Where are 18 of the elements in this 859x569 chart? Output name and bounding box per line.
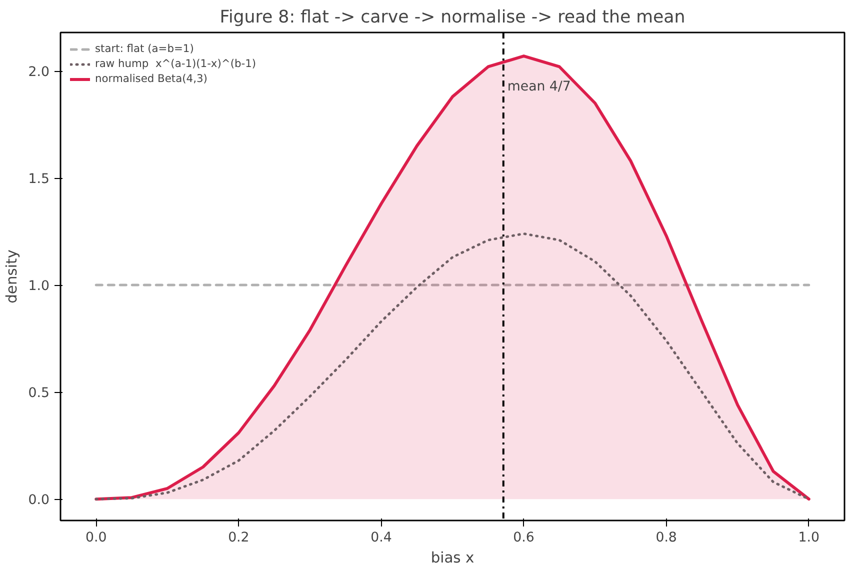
x-axis-title: bias x [430, 550, 474, 566]
legend-label: normalised Beta(4,3) [95, 72, 208, 85]
x-tick-label: 0.6 [513, 530, 534, 546]
chart-title: Figure 8: flat -> carve -> normalise -> read the mean [220, 8, 686, 28]
y-axis-title: density [3, 249, 20, 304]
x-tick-label: 0.2 [228, 530, 250, 546]
x-tick-label: 1.0 [798, 530, 820, 546]
y-tick-label: 0.0 [28, 493, 50, 508]
legend-label: raw hump x^(a-1)(1-x)^(b-1) [95, 57, 256, 70]
y-tick-label: 2.0 [28, 65, 50, 80]
legend-label: start: flat (a=b=1) [95, 42, 194, 55]
x-tick-label: 0.0 [86, 530, 107, 546]
y-tick-label: 0.5 [28, 386, 50, 402]
x-tick-label: 0.4 [370, 530, 392, 546]
x-tick-label: 0.8 [656, 530, 677, 546]
ref-line-label: mean 4/7 [507, 80, 571, 94]
y-tick-label: 1.5 [28, 172, 50, 188]
y-tick-label: 1.0 [28, 279, 50, 294]
